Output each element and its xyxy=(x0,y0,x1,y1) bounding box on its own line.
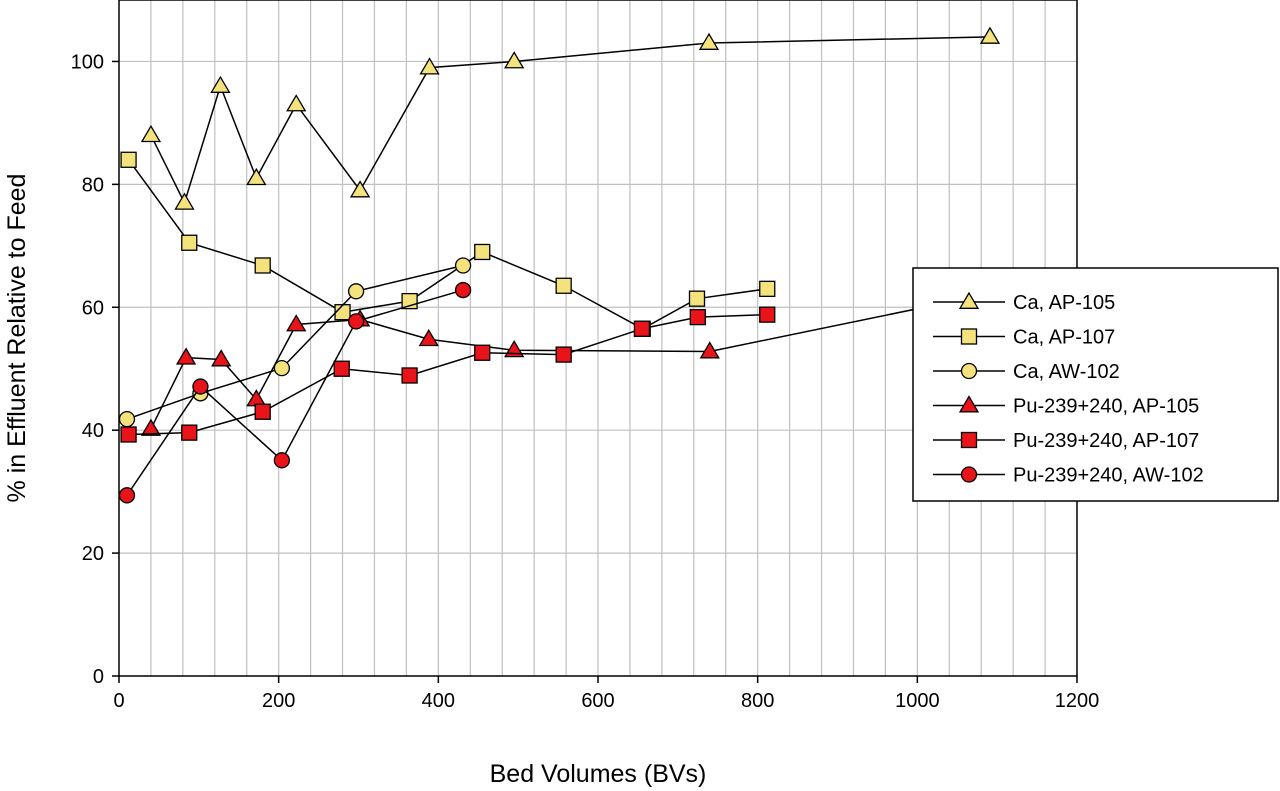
data-point xyxy=(273,359,291,377)
data-point xyxy=(286,94,307,112)
data-point xyxy=(333,360,350,377)
series-line xyxy=(126,264,464,420)
data-point xyxy=(273,452,291,469)
data-point xyxy=(140,124,162,143)
data-point xyxy=(334,304,351,321)
y-tick-label: 80 xyxy=(82,174,104,196)
y-tick-label: 0 xyxy=(93,666,104,688)
legend-entry: Ca, AP-107 xyxy=(933,327,1115,349)
legend-label: Pu-239+240, AP-107 xyxy=(1013,430,1199,452)
data-point xyxy=(454,257,472,274)
data-point xyxy=(698,32,720,50)
y-tick-label: 100 xyxy=(71,51,104,73)
data-point xyxy=(474,243,491,261)
x-tick-label: 1000 xyxy=(895,690,940,712)
data-point xyxy=(192,378,209,395)
data-point xyxy=(211,349,232,367)
series-pu-239-240-ap-107 xyxy=(120,306,776,443)
data-point xyxy=(633,320,651,337)
x-tick-label: 0 xyxy=(113,690,124,712)
legend-label: Pu-239+240, AW-102 xyxy=(1013,465,1204,487)
data-point xyxy=(979,26,1001,44)
legend-label: Ca, AW-102 xyxy=(1013,361,1120,383)
axis-ticks: 0 200 400 600 800 1000 1200 0 20 40 60 80 100 xyxy=(71,51,1100,712)
x-axis-title: Bed Volumes (BVs) xyxy=(490,760,707,788)
series-ca-aw-102 xyxy=(118,257,472,428)
legend-label: Pu-239+240, AP-105 xyxy=(1013,396,1199,418)
data-point xyxy=(347,283,365,300)
data-point xyxy=(175,347,197,365)
data-point xyxy=(688,290,706,307)
data-point xyxy=(120,426,137,443)
legend-marker xyxy=(960,328,978,345)
legend-label: Ca, AP-105 xyxy=(1013,292,1115,314)
data-point xyxy=(555,277,572,294)
legend-marker xyxy=(960,431,978,449)
legend-entry: Ca, AP-105 xyxy=(933,291,1115,314)
data-point xyxy=(759,306,776,323)
series-line xyxy=(150,36,990,205)
x-tick-label: 400 xyxy=(422,690,455,712)
data-point xyxy=(759,280,776,297)
data-point xyxy=(418,328,439,347)
x-tick-label: 600 xyxy=(581,690,614,712)
data-point xyxy=(246,167,267,186)
series-line xyxy=(127,159,768,330)
legend-entry: Ca, AW-102 xyxy=(933,361,1120,383)
data-point xyxy=(504,51,525,69)
data-point xyxy=(474,344,491,361)
legend-entry: Pu-239+240, AP-105 xyxy=(933,395,1199,418)
data-point xyxy=(347,313,365,330)
data-point xyxy=(401,367,418,384)
legend-marker xyxy=(960,362,978,380)
data-point xyxy=(174,192,195,210)
series-pu-239-240-aw-102 xyxy=(118,281,472,504)
data-point xyxy=(349,180,371,198)
legend-marker xyxy=(960,466,978,483)
legend-marker xyxy=(958,291,980,309)
x-tick-label: 1200 xyxy=(1055,690,1100,712)
data-point xyxy=(118,410,136,428)
data-point xyxy=(118,487,136,504)
series-line xyxy=(128,313,768,436)
series-ca-ap-105 xyxy=(140,26,1001,210)
data-point xyxy=(120,151,137,168)
legend-label: Ca, AP-107 xyxy=(1013,327,1115,349)
x-tick-label: 200 xyxy=(262,690,295,712)
series-layer xyxy=(118,26,1001,504)
x-tick-label: 800 xyxy=(741,690,774,712)
y-tick-label: 60 xyxy=(82,297,104,319)
y-tick-label: 20 xyxy=(82,543,104,565)
data-point xyxy=(689,308,706,326)
y-axis-title: % in Effluent Relative to Feed xyxy=(3,174,31,503)
legend: Ca, AP-105 Ca, AP-107 Ca, AW-102 Pu-239+240… xyxy=(912,267,1279,502)
series-line xyxy=(150,293,991,430)
data-point xyxy=(254,403,271,420)
data-point xyxy=(286,314,307,332)
data-point xyxy=(419,57,440,75)
series-ca-ap-107 xyxy=(120,151,776,337)
legend-entry: Pu-239+240, AW-102 xyxy=(933,465,1204,487)
data-point xyxy=(699,341,720,359)
data-point xyxy=(181,424,198,441)
legend-entry: Pu-239+240, AP-107 xyxy=(933,430,1199,452)
y-tick-label: 40 xyxy=(82,420,104,442)
data-point xyxy=(254,257,271,274)
data-point xyxy=(454,281,472,299)
data-point xyxy=(140,418,162,436)
data-point xyxy=(181,234,198,251)
data-point xyxy=(210,75,231,93)
data-point xyxy=(555,346,572,363)
legend-marker xyxy=(958,395,980,413)
